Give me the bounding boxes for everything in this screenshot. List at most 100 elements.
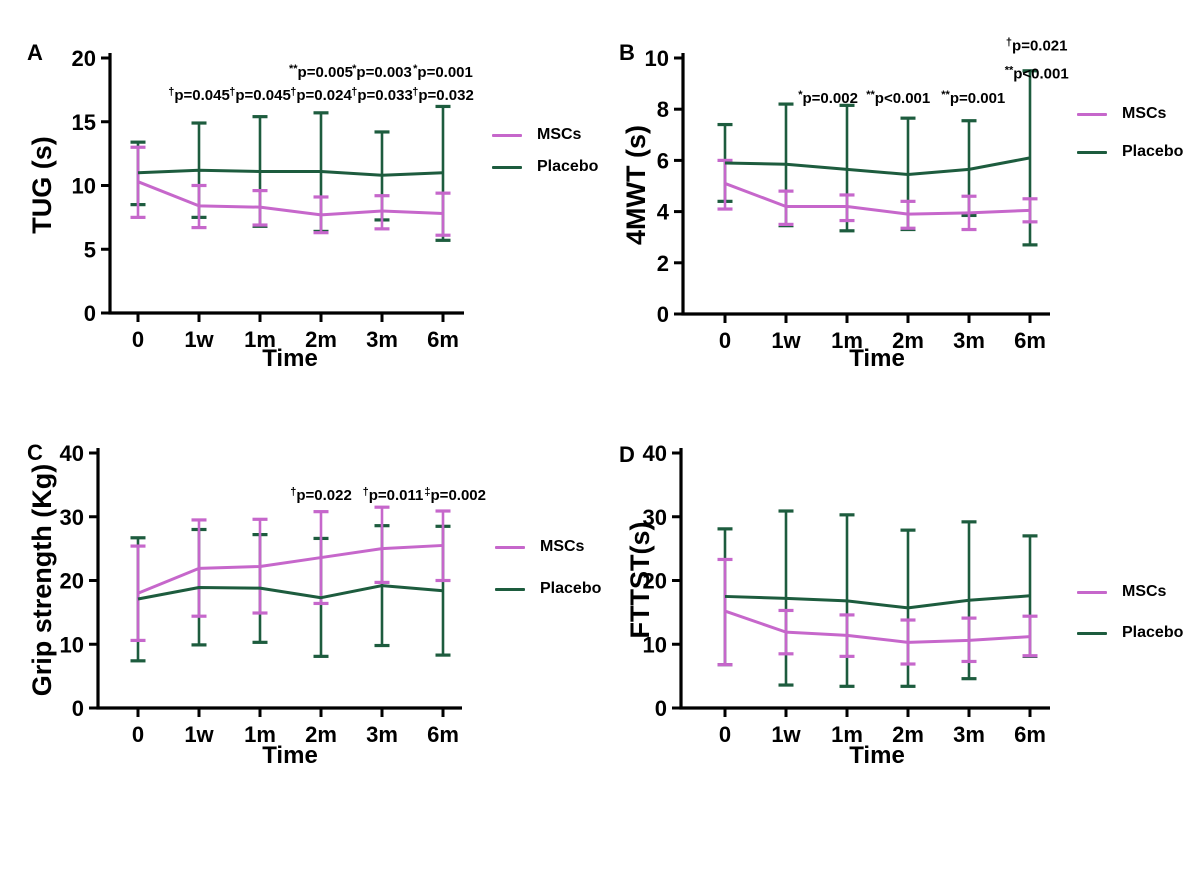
y-tick-label: 15 — [72, 110, 96, 135]
placebo-line-swatch — [495, 587, 525, 591]
y-axis-title-c: Grip strength (Kg) — [27, 463, 57, 697]
annotation-p-value: †p=0.024 — [290, 86, 352, 104]
legend-label-placebo: Placebo — [540, 580, 602, 597]
error-bar-mscs — [374, 505, 390, 585]
mscs-line-swatch — [1077, 590, 1107, 594]
y-tick-label: 20 — [60, 569, 84, 594]
x-tick-label: 2m — [892, 328, 924, 353]
x-tick-label: 1m — [831, 328, 863, 353]
x-tick-label: 1m — [831, 722, 863, 747]
annotation-p-value: †p=0.021 — [1006, 36, 1068, 54]
legend-item-placebo-d: Placebo — [1077, 623, 1183, 643]
x-tick-label: 2m — [305, 327, 337, 352]
y-tick-label: 10 — [645, 46, 669, 71]
y-tick-label: 0 — [84, 301, 96, 326]
legend-label-placebo: Placebo — [1122, 143, 1184, 160]
x-tick-label: 1w — [771, 722, 801, 747]
y-tick-label: 40 — [643, 441, 667, 466]
legend-label-mscs: MSCs — [540, 538, 585, 555]
legend-item-placebo-a: Placebo — [492, 157, 598, 177]
y-tick-label: 20 — [72, 46, 96, 71]
y-tick-label: 20 — [643, 569, 667, 594]
annotation-p-value: *p=0.003 — [352, 63, 412, 81]
y-tick-label: 2 — [657, 251, 669, 276]
legend-label-mscs: MSCs — [1122, 105, 1167, 122]
x-tick-label: 3m — [366, 722, 398, 747]
x-tick-label: 1w — [771, 328, 801, 353]
panel-letter-c: C — [27, 440, 43, 465]
annotation-p-value: **p=0.005 — [289, 63, 353, 81]
x-axis-title-b: Time — [849, 345, 905, 372]
x-tick-label: 6m — [1014, 722, 1046, 747]
x-tick-label: 3m — [366, 327, 398, 352]
annotation-p-value: **p=0.001 — [941, 89, 1005, 107]
legend-item-mscs-b: MSCs — [1077, 104, 1166, 124]
x-tick-label: 2m — [892, 722, 924, 747]
panel-letter-d: D — [619, 442, 635, 467]
y-tick-label: 10 — [72, 174, 96, 199]
x-tick-label: 0 — [132, 722, 144, 747]
series-line-placebo — [137, 584, 444, 601]
x-tick-label: 2m — [305, 722, 337, 747]
mscs-line-swatch — [495, 545, 525, 549]
x-axis-title-c: Time — [262, 742, 318, 769]
x-tick-label: 3m — [953, 328, 985, 353]
placebo-line-swatch — [492, 165, 522, 169]
legend-item-placebo-c: Placebo — [495, 579, 601, 599]
annotation-p-value: **p<0.001 — [866, 89, 930, 107]
series-line-placebo — [724, 156, 1031, 176]
x-tick-label: 1m — [244, 327, 276, 352]
x-tick-label: 1w — [184, 722, 214, 747]
annotation-p-value: **p<0.001 — [1005, 64, 1069, 82]
annotation-p-value: *p=0.001 — [413, 63, 473, 81]
series-line-placebo — [724, 594, 1031, 610]
mscs-line-swatch — [1077, 112, 1107, 116]
series-line-mscs — [724, 609, 1031, 644]
y-axis-title-d: FTTST(s) — [625, 521, 655, 639]
legend-item-mscs-a: MSCs — [492, 125, 581, 145]
y-tick-label: 0 — [655, 696, 667, 721]
annotation-p-value: †p=0.045 — [229, 86, 291, 104]
series-line-placebo — [137, 168, 444, 177]
placebo-line-swatch — [1077, 150, 1107, 154]
y-tick-label: 6 — [657, 148, 669, 173]
annotation-p-value: †p=0.045 — [168, 86, 230, 104]
annotation-p-value: ‡p=0.002 — [424, 486, 486, 504]
x-tick-label: 0 — [719, 328, 731, 353]
annotation-p-value: †p=0.032 — [412, 86, 474, 104]
legend-label-mscs: MSCs — [537, 126, 582, 143]
legend-item-mscs-c: MSCs — [495, 537, 584, 557]
y-tick-label: 8 — [657, 97, 669, 122]
placebo-line-swatch — [1077, 631, 1107, 635]
chart-panel-c: 0 10 20 30 40 0 1w 1m 2m 3m 6m †p=0.022 †p=0.011 ‡p=0… — [60, 441, 486, 747]
legend-item-placebo-b: Placebo — [1077, 142, 1183, 162]
error-bar-mscs — [435, 191, 451, 237]
chart-panel-a: 0 5 10 15 20 0 1w 1m 2m 3m 6m **p=0.005 *p=0.003 *p=0… — [72, 46, 474, 352]
error-bar-mscs — [1022, 614, 1038, 658]
x-tick-label: 6m — [427, 327, 459, 352]
y-axis-title-b: 4MWT (s) — [621, 125, 651, 245]
annotation-p-value: *p=0.002 — [798, 89, 858, 107]
y-tick-label: 0 — [72, 696, 84, 721]
series-line-mscs — [137, 543, 444, 595]
legend-label-placebo: Placebo — [1122, 624, 1184, 641]
x-tick-label: 0 — [719, 722, 731, 747]
y-tick-label: 0 — [657, 302, 669, 327]
mscs-line-swatch — [492, 133, 522, 137]
y-tick-label: 10 — [643, 632, 667, 657]
panel-letter-b: B — [619, 40, 635, 65]
y-tick-label: 10 — [60, 632, 84, 657]
x-tick-label: 6m — [427, 722, 459, 747]
legend-label-placebo: Placebo — [537, 158, 599, 175]
x-tick-label: 6m — [1014, 328, 1046, 353]
legend-item-mscs-d: MSCs — [1077, 582, 1166, 602]
x-axis-title-d: Time — [849, 742, 905, 769]
x-axis-title-a: Time — [262, 345, 318, 372]
x-tick-label: 3m — [953, 722, 985, 747]
chart-panel-d: 0 10 20 30 40 0 1w 1m 2m 3m 6m — [643, 441, 1050, 747]
panel-letter-a: A — [27, 40, 43, 65]
x-tick-label: 1w — [184, 327, 214, 352]
y-axis-title-a: TUG (s) — [27, 136, 57, 234]
